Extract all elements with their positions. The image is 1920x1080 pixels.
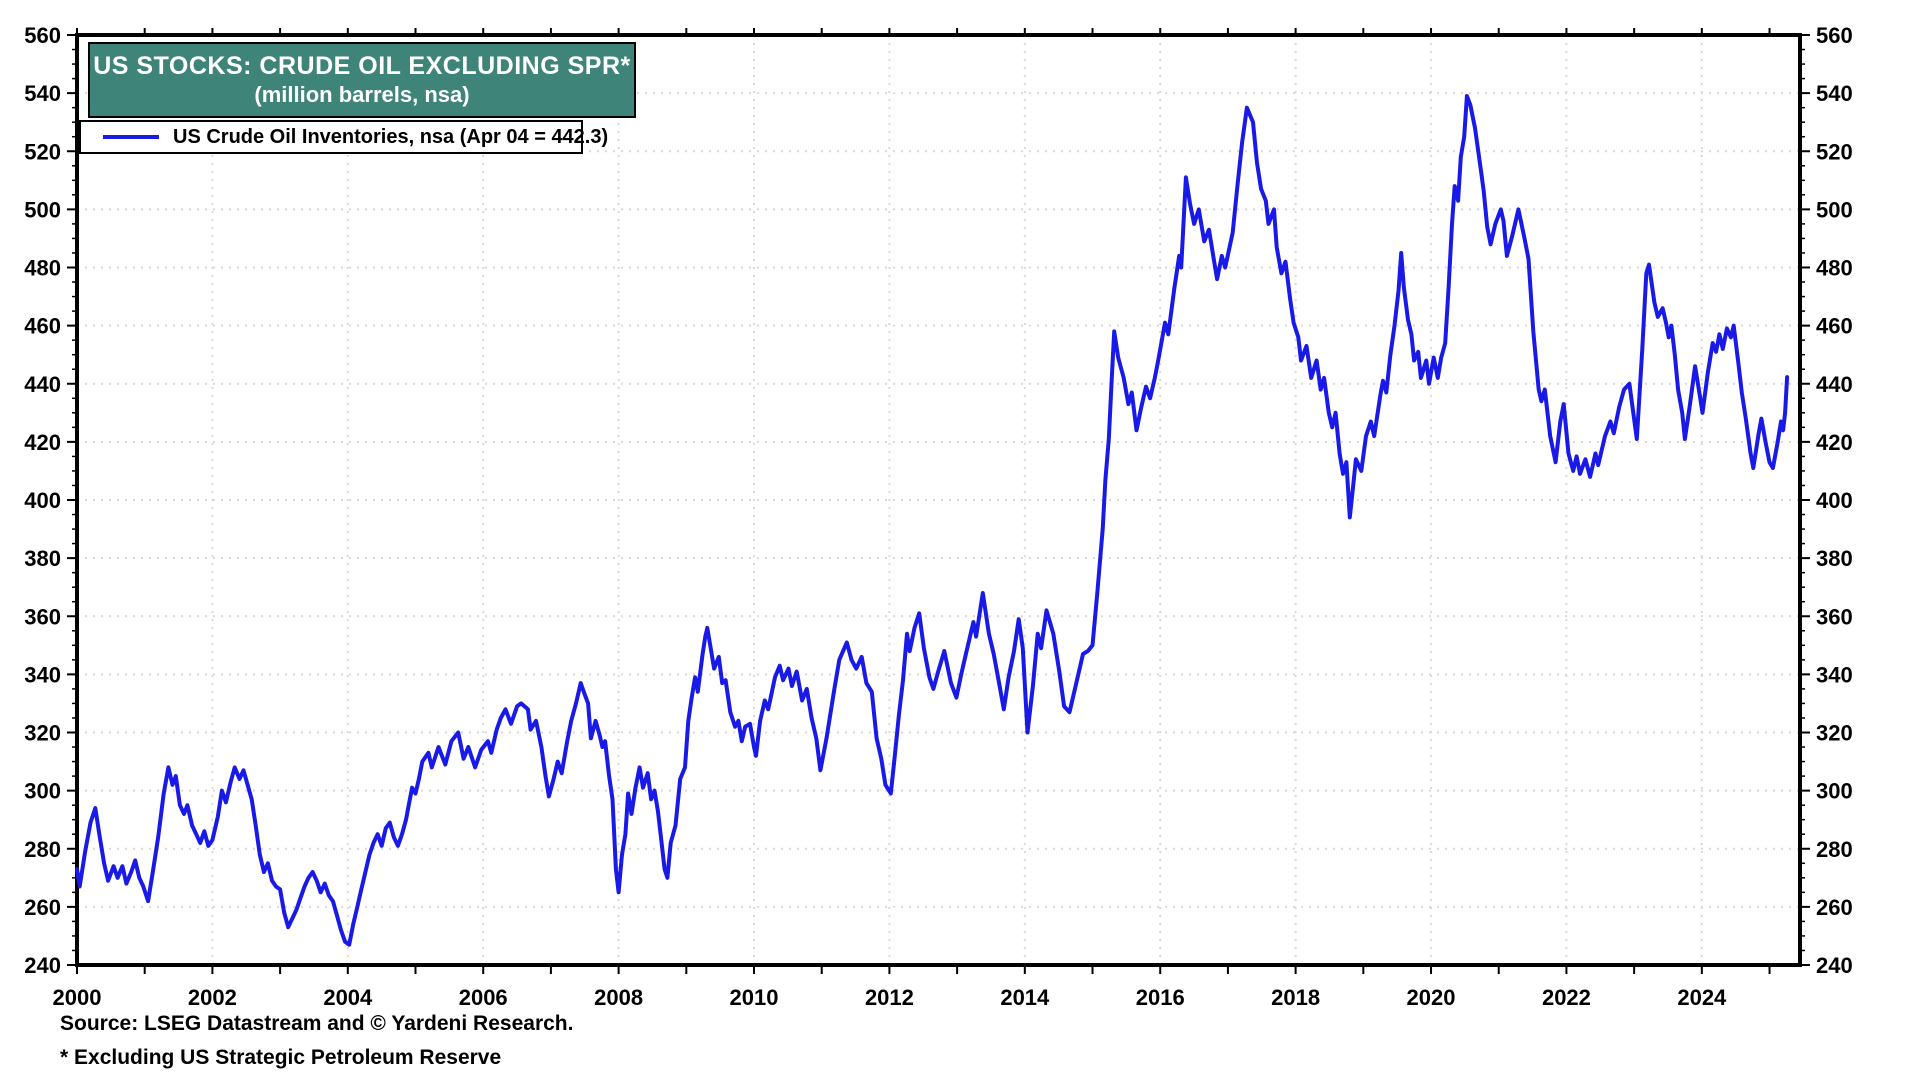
y-tick-label-left: 420 [24, 430, 61, 455]
x-tick-label: 2018 [1271, 985, 1320, 1010]
y-tick-label-left: 520 [24, 139, 61, 164]
x-tick-label: 2016 [1136, 985, 1185, 1010]
y-tick-label-left: 300 [24, 779, 61, 804]
y-tick-label-left: 460 [24, 314, 61, 339]
y-tick-label-right: 440 [1816, 372, 1853, 397]
chart-title-box: US STOCKS: CRUDE OIL EXCLUDING SPR* (mil… [88, 42, 636, 118]
y-tick-label-right: 400 [1816, 488, 1853, 513]
x-tick-label: 2006 [459, 985, 508, 1010]
series-line [75, 94, 1790, 947]
y-tick-label-left: 340 [24, 662, 61, 687]
y-tick-label-left: 400 [24, 488, 61, 513]
y-tick-label-right: 540 [1816, 81, 1853, 106]
y-tick-label-right: 380 [1816, 546, 1853, 571]
y-tick-label-right: 320 [1816, 721, 1853, 746]
x-tick-label: 2010 [730, 985, 779, 1010]
plot-frame [75, 33, 1802, 967]
y-tick-label-left: 560 [24, 23, 61, 48]
legend: US Crude Oil Inventories, nsa (Apr 04 = … [79, 120, 608, 154]
footnote: * Excluding US Strategic Petroleum Reser… [60, 1046, 502, 1069]
x-tick-label: 2004 [323, 985, 373, 1010]
y-tick-label-left: 280 [24, 837, 61, 862]
y-tick-label-left: 240 [24, 953, 61, 978]
y-tick-label-right: 260 [1816, 895, 1853, 920]
x-tick-label: 2024 [1677, 985, 1727, 1010]
x-tick-label: 2014 [1000, 985, 1050, 1010]
x-tick-label: 2002 [188, 985, 237, 1010]
legend-label: US Crude Oil Inventories, nsa (Apr 04 = … [173, 125, 609, 148]
y-tick-label-right: 460 [1816, 314, 1853, 339]
y-tick-label-left: 500 [24, 197, 61, 222]
y-tick-label-right: 480 [1816, 256, 1853, 281]
y-tick-label-right: 560 [1816, 23, 1853, 48]
x-tick-label: 2008 [594, 985, 643, 1010]
y-tick-label-right: 340 [1816, 662, 1853, 687]
y-tick-label-right: 280 [1816, 837, 1853, 862]
y-tick-label-right: 360 [1816, 604, 1853, 629]
y-tick-label-left: 320 [24, 721, 61, 746]
y-tick-label-left: 260 [24, 895, 61, 920]
x-tick-label: 2022 [1542, 985, 1591, 1010]
y-tick-label-left: 440 [24, 372, 61, 397]
legend-line-swatch [103, 135, 159, 139]
y-tick-label-left: 480 [24, 256, 61, 281]
y-tick-label-left: 360 [24, 604, 61, 629]
chart-subtitle: (million barrels, nsa) [254, 82, 470, 108]
source-note: Source: LSEG Datastream and © Yardeni Re… [60, 1012, 574, 1035]
y-tick-label-left: 380 [24, 546, 61, 571]
chart-title: US STOCKS: CRUDE OIL EXCLUDING SPR* [93, 52, 631, 81]
y-tick-label-right: 300 [1816, 779, 1853, 804]
x-tick-label: 2020 [1407, 985, 1456, 1010]
y-tick-label-right: 520 [1816, 139, 1853, 164]
y-tick-label-right: 240 [1816, 953, 1853, 978]
y-tick-label-right: 420 [1816, 430, 1853, 455]
x-tick-label: 2012 [865, 985, 914, 1010]
y-tick-label-left: 540 [24, 81, 61, 106]
x-tick-label: 2000 [53, 985, 102, 1010]
y-tick-label-right: 500 [1816, 197, 1853, 222]
